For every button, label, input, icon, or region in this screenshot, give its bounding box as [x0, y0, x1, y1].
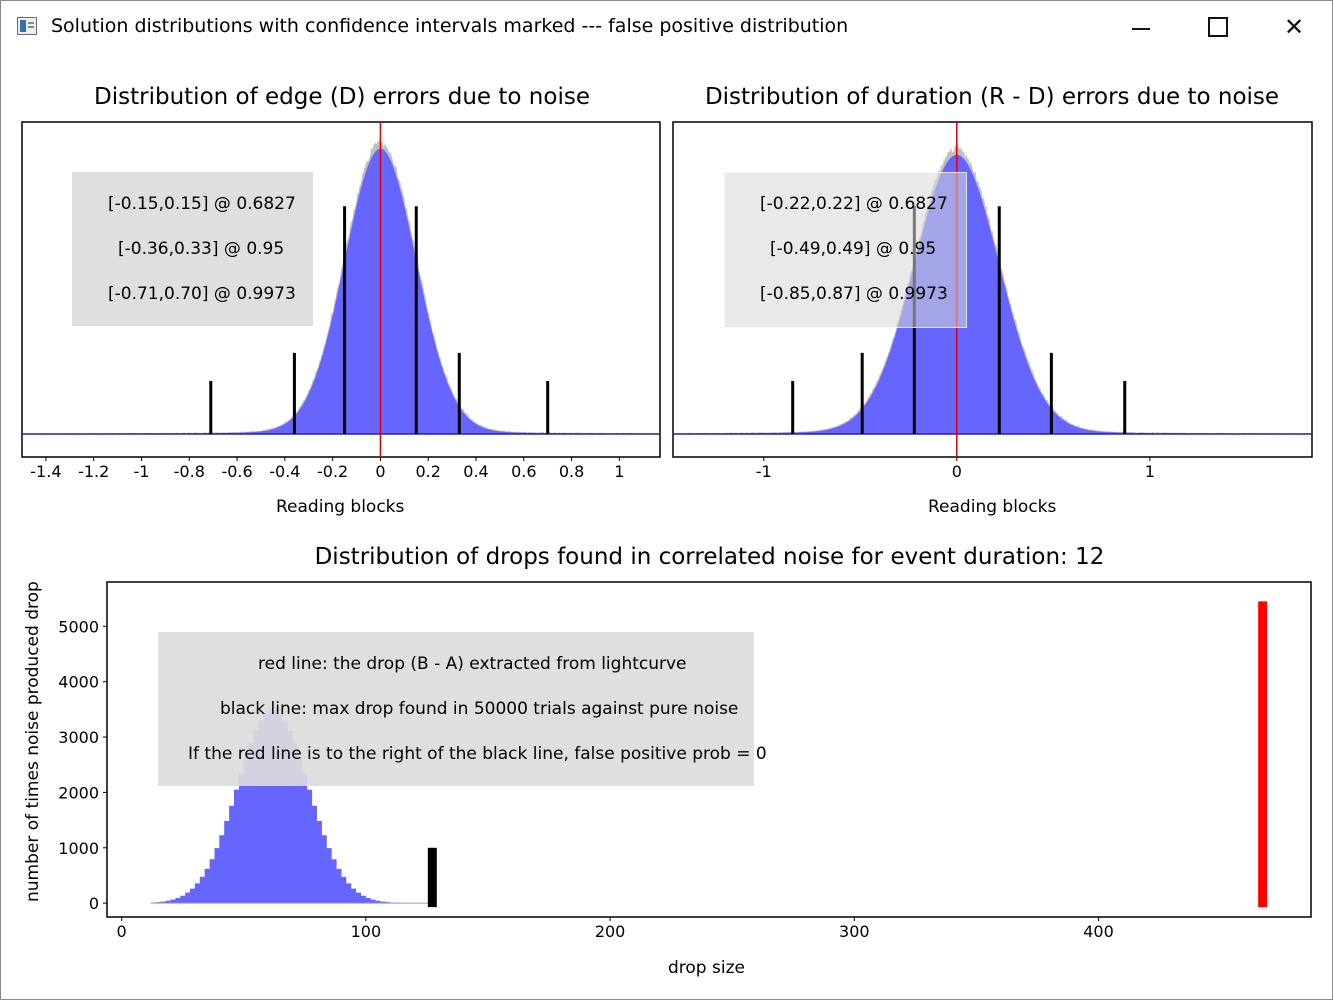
edge-x-axis-label: Reading blocks: [276, 497, 405, 517]
edge-legend: [72, 172, 313, 326]
close-button[interactable]: ✕: [1257, 1, 1331, 53]
window-title: Solution distributions with confidence i…: [51, 15, 849, 37]
drops-plot-title: Distribution of drops found in correlate…: [314, 544, 1105, 570]
duration-plot-title: Distribution of duration (R - D) errors …: [704, 84, 1280, 110]
title-bar[interactable]: Solution distributions with confidence i…: [1, 1, 1332, 53]
drops-legend-row-2: black line: max drop found in 50000 tria…: [220, 699, 739, 719]
duration-x-axis-label: Reading blocks: [928, 497, 1057, 517]
minimize-icon: [1132, 28, 1150, 30]
duration-legend-row-2: [-0.49,0.49] @ 0.95: [770, 239, 937, 259]
edge-plot-title: Distribution of edge (D) errors due to n…: [94, 84, 590, 110]
drops-legend-row-1: red line: the drop (B - A) extracted fro…: [258, 654, 687, 674]
maximize-button[interactable]: [1181, 1, 1255, 53]
drops-legend-row-3: If the red line is to the right of the b…: [188, 744, 767, 764]
duration-legend-row-1: [-0.22,0.22] @ 0.6827: [760, 194, 948, 214]
edge-legend-row-3: [-0.71,0.70] @ 0.9973: [108, 284, 296, 304]
drops-x-axis-label: drop size: [668, 958, 745, 978]
drops-y-axis-label: number of times noise produced drop: [23, 581, 43, 902]
duration-legend-row-3: [-0.85,0.87] @ 0.9973: [760, 284, 948, 304]
minimize-button[interactable]: [1104, 1, 1178, 53]
close-icon: ✕: [1283, 13, 1305, 41]
drops-legend: [158, 632, 754, 786]
edge-legend-row-2: [-0.36,0.33] @ 0.95: [118, 239, 285, 259]
maximize-icon: [1208, 17, 1228, 37]
duration-legend: [724, 172, 967, 328]
app-window-icon: [17, 17, 37, 35]
edge-legend-row-1: [-0.15,0.15] @ 0.6827: [108, 194, 296, 214]
